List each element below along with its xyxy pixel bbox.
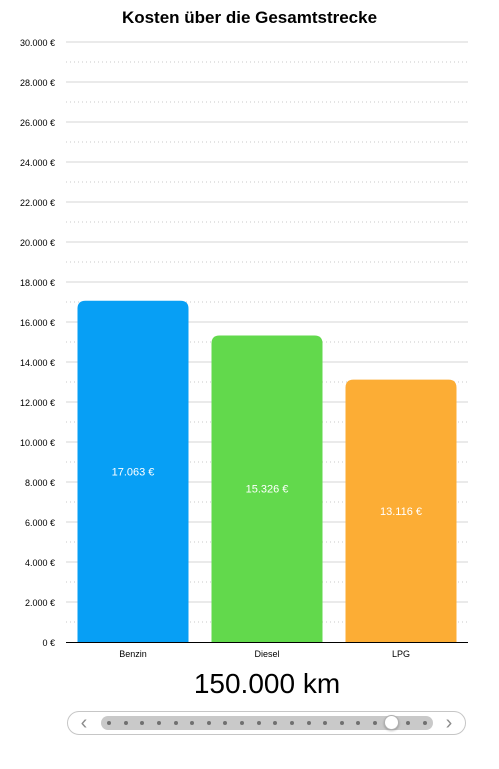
slider-step-dot[interactable]	[273, 721, 278, 725]
slider-thumb[interactable]	[384, 715, 400, 730]
slider-track[interactable]	[101, 715, 433, 730]
y-tick-label: 26.000 €	[20, 118, 55, 128]
slider-step-dot[interactable]	[373, 721, 378, 725]
slider-step-dot[interactable]	[356, 721, 361, 725]
slider-step-dot[interactable]	[256, 721, 261, 725]
bar-value-label: 17.063 €	[112, 466, 155, 478]
chevron-left-icon[interactable]: ‹	[80, 712, 88, 734]
slider-step-dot[interactable]	[289, 721, 294, 725]
y-tick-label: 22.000 €	[20, 198, 55, 208]
y-tick-label: 18.000 €	[20, 278, 55, 288]
distance-readout: 150.000 km	[193, 668, 341, 699]
bar-chart: 0 € 2.000 € 4.000 € 6.000 € 8.000 € 10.000 € 1…	[20, 38, 468, 659]
bar-diesel	[211, 335, 323, 642]
x-category-label: LPG	[392, 649, 410, 659]
y-tick-label: 28.000 €	[20, 78, 55, 88]
bar-value-label: 13.116 €	[380, 506, 422, 518]
slider-step-dot[interactable]	[223, 721, 228, 725]
bar-lpg	[345, 379, 457, 642]
slider-step-dot[interactable]	[123, 721, 128, 725]
y-tick-label: 16.000 €	[20, 318, 55, 328]
y-tick-label: 20.000 €	[20, 238, 55, 248]
y-tick-label: 0 €	[42, 638, 55, 648]
slider-step-dot[interactable]	[107, 721, 111, 725]
slider-step-dot[interactable]	[140, 721, 145, 725]
slider-step-dot[interactable]	[206, 721, 211, 725]
y-tick-label: 30.000 €	[20, 38, 55, 48]
slider-step-dot[interactable]	[423, 721, 427, 725]
distance-slider[interactable]: ‹ ›	[67, 711, 466, 735]
y-tick-label: 4.000 €	[25, 558, 55, 568]
slider-step-dot[interactable]	[323, 721, 328, 725]
chart-title: Kosten über die Gesamtstrecke	[121, 8, 378, 27]
bar-benzin	[77, 300, 189, 642]
y-tick-label: 8.000 €	[25, 478, 55, 488]
y-tick-label: 24.000 €	[20, 158, 55, 168]
x-category-label: Benzin	[119, 649, 147, 659]
y-tick-label: 2.000 €	[25, 598, 55, 608]
x-category-label: Diesel	[254, 649, 279, 659]
slider-step-dot[interactable]	[173, 721, 178, 725]
y-tick-label: 6.000 €	[25, 518, 55, 528]
y-tick-label: 14.000 €	[20, 358, 55, 368]
slider-step-dot[interactable]	[156, 721, 161, 725]
y-tick-label: 10.000 €	[20, 438, 55, 448]
slider-step-dot[interactable]	[240, 721, 245, 725]
slider-step-dot[interactable]	[190, 721, 195, 725]
bar-value-label: 15.326 €	[246, 484, 289, 496]
y-tick-label: 12.000 €	[20, 398, 55, 408]
slider-step-dot[interactable]	[406, 721, 411, 725]
slider-step-dot[interactable]	[306, 721, 311, 725]
chevron-right-icon[interactable]: ›	[445, 712, 453, 734]
slider-step-dot[interactable]	[339, 721, 344, 725]
